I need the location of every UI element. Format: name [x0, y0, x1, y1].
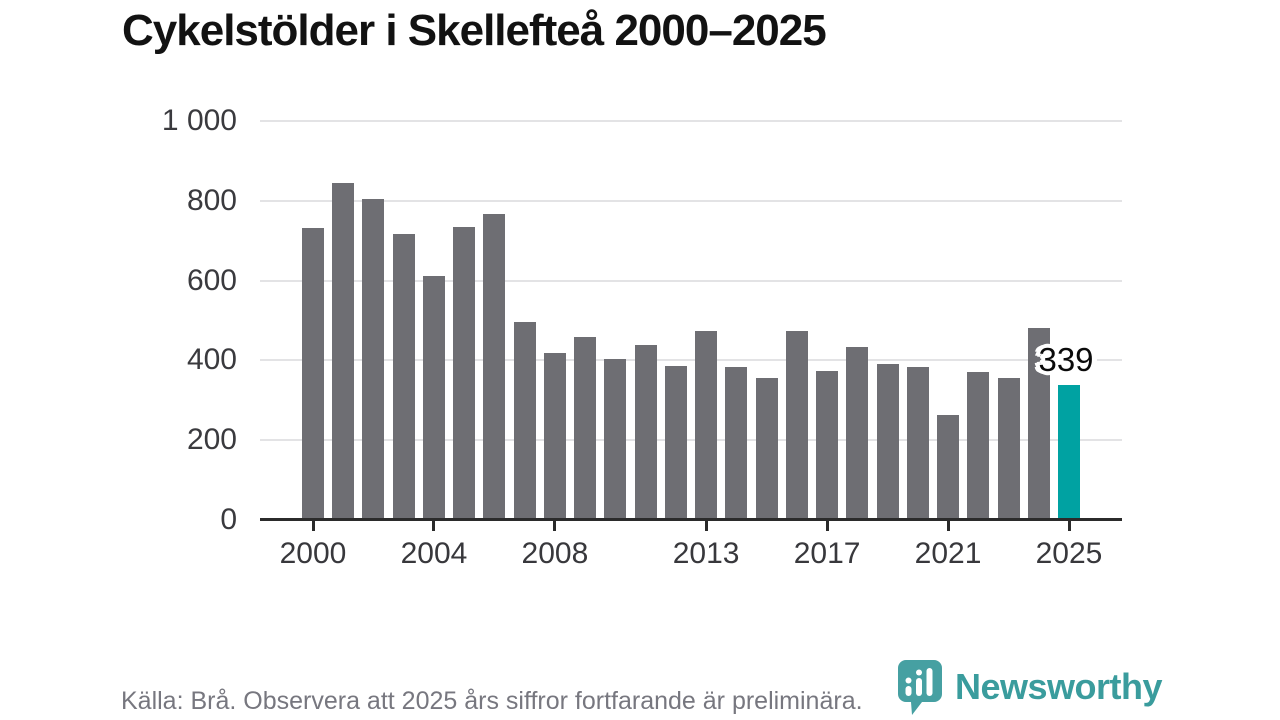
bar-2010[interactable]: [604, 358, 627, 520]
x-axis-line: [260, 518, 1122, 521]
bar-chart-bubble-icon: [895, 658, 943, 720]
bar-2004[interactable]: [422, 275, 445, 520]
gridline-1000: [260, 120, 1122, 122]
source-note: Källa: Brå. Observera att 2025 års siffr…: [121, 687, 863, 715]
gridline-400: [260, 359, 1122, 362]
x-axis-tick-2025: [1067, 521, 1071, 531]
bar-2024[interactable]: [1027, 328, 1050, 520]
y-axis-label-1000: 1 000: [161, 104, 237, 137]
x-axis-label-2004: 2004: [400, 537, 468, 570]
y-axis-label-600: 600: [186, 263, 237, 297]
bar-2022[interactable]: [967, 371, 990, 520]
y-axis-label-400: 400: [186, 343, 237, 377]
bar-2020[interactable]: [906, 366, 929, 520]
bar-2013[interactable]: [695, 330, 718, 520]
x-axis-tick-2008: [553, 521, 557, 531]
newsworthy-logo-text: Newsworthy: [955, 666, 1163, 707]
x-axis-tick-2021: [946, 521, 950, 531]
bar-2000[interactable]: [302, 227, 324, 520]
bar-2023[interactable]: [997, 378, 1020, 520]
bar-2014[interactable]: [725, 367, 748, 520]
newsworthy-logo[interactable]: Newsworthy: [895, 658, 1163, 720]
x-axis-tick-2000: [311, 521, 315, 531]
y-axis-label-800: 800: [186, 183, 237, 217]
x-axis-label-2000: 2000: [279, 537, 347, 570]
gridline-600: [260, 279, 1122, 282]
bar-2007[interactable]: [513, 321, 536, 520]
bar-2002[interactable]: [362, 199, 385, 520]
bar-2015[interactable]: [755, 378, 778, 520]
gridline-800: [260, 199, 1122, 202]
bar-2016[interactable]: [785, 331, 808, 520]
chart-title: Cykelstölder i Skellefteå 2000–2025: [122, 6, 827, 55]
x-axis-label-2025: 2025: [1035, 537, 1103, 570]
x-axis-label-2017: 2017: [793, 537, 861, 570]
bar-2021[interactable]: [937, 415, 960, 520]
bar-2017[interactable]: [816, 370, 839, 520]
y-axis-label-200: 200: [186, 423, 237, 457]
bar-2018[interactable]: [846, 347, 869, 520]
value-label-2025: 339: [1038, 340, 1094, 378]
bar-2006[interactable]: [483, 213, 506, 520]
bar-2011[interactable]: [634, 344, 657, 520]
x-axis-tick-2004: [432, 521, 436, 531]
x-axis-tick-2013: [704, 521, 708, 531]
bar-2025[interactable]: [1058, 384, 1080, 520]
gridline-200: [260, 439, 1122, 442]
bar-2005[interactable]: [453, 227, 476, 520]
bar-2012[interactable]: [664, 365, 687, 520]
x-axis-tick-2017: [825, 521, 829, 531]
x-axis-label-2013: 2013: [672, 537, 740, 570]
bar-2008[interactable]: [543, 352, 566, 520]
bar-2003[interactable]: [392, 233, 415, 520]
x-axis-label-2021: 2021: [914, 537, 982, 570]
y-axis-label-0: 0: [220, 503, 237, 536]
bar-2001[interactable]: [332, 182, 355, 520]
bar-2009[interactable]: [574, 336, 597, 520]
x-axis-label-2008: 2008: [521, 537, 589, 570]
bar-2019[interactable]: [876, 363, 899, 520]
